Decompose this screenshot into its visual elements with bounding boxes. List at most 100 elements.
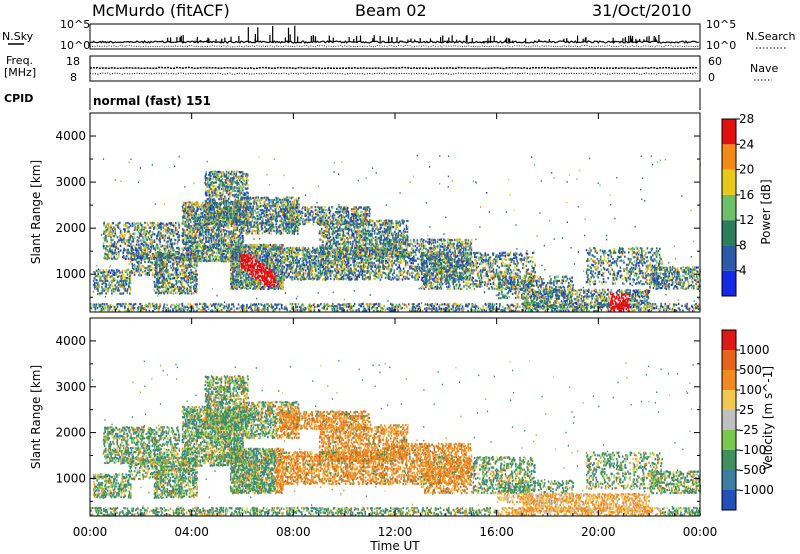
power-cell: [167, 265, 169, 267]
power-cell: [133, 268, 135, 270]
power-cell: [158, 257, 160, 259]
power-cell: [180, 287, 182, 289]
power-cell: [116, 269, 118, 271]
power-cell: [178, 236, 180, 238]
power-cell: [196, 263, 198, 265]
power-cell: [125, 222, 127, 224]
power-cell: [222, 255, 224, 257]
power-cell: [104, 233, 106, 235]
power-cell: [121, 293, 123, 295]
power-cell: [166, 253, 168, 255]
power-cell: [100, 276, 102, 278]
power-cell: [185, 214, 187, 216]
power-cell: [150, 249, 152, 251]
power-cell: [141, 253, 143, 255]
power-cell: [226, 230, 228, 232]
power-cell: [149, 238, 151, 240]
power-cell: [190, 221, 192, 223]
power-cell: [185, 234, 187, 236]
power-cell: [130, 261, 132, 263]
power-cell: [147, 253, 149, 255]
power-cell: [122, 252, 124, 254]
power-cell: [138, 237, 140, 239]
power-cell: [134, 233, 136, 235]
power-cell: [143, 257, 145, 259]
power-cell: [152, 239, 154, 241]
power-cell: [105, 286, 107, 288]
power-cell: [105, 253, 107, 255]
power-cell: [103, 280, 105, 282]
power-cell: [124, 231, 126, 233]
power-cell: [220, 246, 222, 248]
power-cell: [100, 278, 102, 280]
power-cell: [204, 243, 206, 245]
power-cell: [167, 243, 169, 245]
power-cell: [183, 215, 185, 217]
power-cell: [113, 270, 115, 272]
power-cell: [197, 274, 199, 276]
power-cell: [152, 233, 154, 235]
power-cell: [178, 248, 180, 250]
power-cell: [96, 279, 98, 281]
power-cell: [160, 272, 162, 274]
power-cell: [221, 250, 223, 252]
power-cell: [102, 273, 104, 275]
power-cell: [156, 269, 158, 271]
power-cell: [126, 225, 128, 227]
power-cell: [158, 279, 160, 281]
power-cell: [185, 280, 187, 282]
power-cell: [184, 268, 186, 270]
power-cell: [194, 239, 196, 241]
power-cell: [226, 254, 228, 256]
power-cell: [168, 261, 170, 263]
power-cell: [123, 292, 125, 294]
power-cell: [106, 239, 108, 241]
power-cell: [200, 244, 202, 246]
power-cell: [134, 274, 136, 276]
power-cell: [162, 237, 164, 239]
power-cell: [145, 267, 147, 269]
power-cell: [124, 229, 126, 231]
noise-left-tick-top: 10^5: [60, 18, 90, 31]
power-cell: [99, 293, 101, 295]
power-cell: [104, 255, 106, 257]
power-cell: [177, 231, 179, 233]
power-cell: [195, 201, 197, 203]
power-cell: [208, 231, 210, 233]
power-cell: [189, 272, 191, 274]
power-cell: [157, 253, 159, 255]
power-cell: [191, 293, 193, 295]
power-cell: [203, 235, 205, 237]
power-cell: [187, 221, 189, 223]
power-cell: [103, 224, 105, 226]
power-cell: [155, 249, 157, 251]
power-cell: [162, 270, 164, 272]
power-cell: [193, 257, 195, 259]
power-cell: [169, 228, 171, 230]
power-cell: [174, 277, 176, 279]
power-cell: [115, 224, 117, 226]
power-cell: [164, 239, 166, 241]
power-cell: [195, 273, 197, 275]
power-cell: [127, 229, 129, 231]
power-cell: [97, 273, 99, 275]
power-cell: [137, 266, 139, 268]
power-cell: [118, 254, 120, 256]
power-cell: [148, 236, 150, 238]
power-cell: [122, 241, 124, 243]
power-cell: [189, 233, 191, 235]
freq-left-tick-bottom: 8: [70, 71, 77, 84]
power-cell: [209, 245, 211, 247]
power-cell: [96, 286, 98, 288]
power-cell: [172, 265, 174, 267]
power-cell: [224, 229, 226, 231]
power-cell: [216, 239, 218, 241]
power-cell: [109, 249, 111, 251]
power-cell: [108, 287, 110, 289]
power-cell: [127, 290, 129, 292]
power-cell: [201, 260, 203, 262]
power-cell: [173, 274, 175, 276]
power-cell: [115, 228, 117, 230]
power-cell: [147, 249, 149, 251]
power-cell: [152, 267, 154, 269]
